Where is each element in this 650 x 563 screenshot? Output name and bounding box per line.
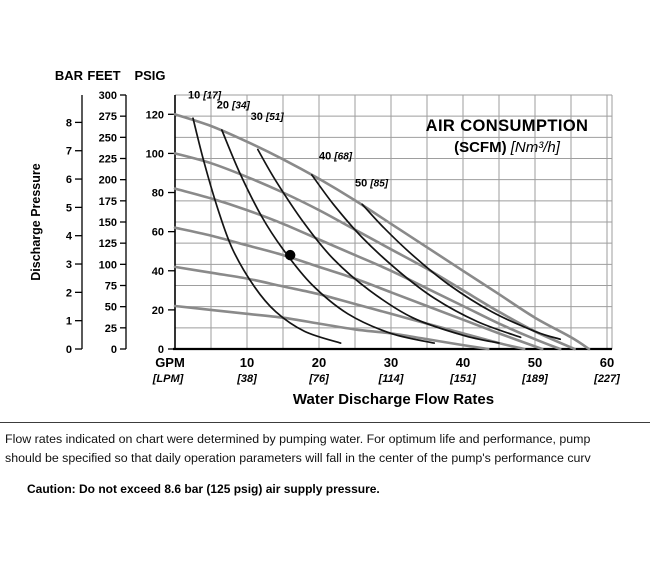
psig-tick-label: 0 — [158, 344, 164, 356]
air-curve-50-scfm — [361, 203, 562, 341]
air-curve-20-scfm — [220, 129, 436, 344]
air-curve-label: 50 [85] — [355, 178, 389, 190]
feet-tick-label: 125 — [99, 238, 117, 250]
lpm-tick-label: [114] — [378, 373, 404, 385]
lpm-tick-label: [189] — [521, 373, 548, 385]
bar-tick-label: 0 — [66, 344, 72, 356]
bar-tick-label: 4 — [66, 231, 73, 243]
gpm-tick-label: 50 — [528, 355, 542, 370]
gpm-tick-label: 20 — [312, 355, 326, 370]
caution-text: Caution: Do not exceed 8.6 bar (125 psig… — [27, 482, 380, 496]
footer-note-line2: should be specified so that daily operat… — [5, 451, 591, 465]
feet-tick-label: 250 — [99, 132, 117, 144]
x-unit-primary: GPM — [155, 355, 185, 370]
bar-tick-label: 7 — [66, 146, 72, 158]
air-curve-label: 20 [34] — [217, 99, 251, 111]
air-consumption-curves — [192, 117, 562, 344]
bar-tick-label: 6 — [66, 174, 72, 186]
psig-tick-label: 120 — [146, 109, 164, 121]
bar-scale-axis — [75, 95, 83, 350]
footer-note-line1: Flow rates indicated on chart were deter… — [5, 432, 591, 446]
feet-tick-label: 50 — [105, 302, 117, 314]
bar-tick-label: 8 — [66, 117, 72, 129]
x-unit-secondary: [LPM] — [152, 373, 184, 385]
curve-80-psig — [173, 187, 562, 351]
x-axis-title: Water Discharge Flow Rates — [293, 391, 494, 408]
psig-scale-header: PSIG — [134, 68, 165, 83]
feet-tick-label: 200 — [99, 175, 117, 187]
feet-tick-label: 150 — [99, 217, 117, 229]
chart-svg: 0123456780255075100125150175200225250275… — [29, 68, 620, 408]
feet-tick-label: 75 — [105, 281, 117, 293]
feet-tick-label: 100 — [99, 259, 117, 271]
curve-100-psig — [173, 152, 576, 351]
operating-point-marker — [285, 249, 296, 261]
gpm-tick-label: 10 — [240, 355, 254, 370]
psig-tick-label: 60 — [152, 227, 164, 239]
pump-performance-chart: 0 1 2 3 4 5 6 7 8 0 25 50 75 100 125 150 175 200 225 250 275… — [29, 68, 621, 408]
air-curve-40-scfm — [310, 174, 522, 339]
feet-tick-label: 25 — [105, 323, 117, 335]
air-curve-label: 30 [51] — [251, 111, 285, 123]
air-curve-10-scfm — [192, 117, 342, 344]
feet-tick-label: 300 — [99, 90, 117, 102]
gpm-tick-label: 40 — [456, 355, 470, 370]
bar-tick-label: 1 — [66, 316, 72, 328]
feet-tick-label: 0 — [111, 344, 117, 356]
bar-tick-label: 3 — [66, 259, 72, 271]
curve-20-psig — [173, 304, 490, 351]
psig-tick-label: 20 — [152, 305, 164, 317]
bar-scale-header: BAR — [55, 68, 84, 83]
chart-title: AIR CONSUMPTION — [426, 117, 589, 135]
feet-tick-label: 175 — [99, 196, 117, 208]
lpm-tick-label: [76] — [308, 373, 329, 385]
grid-lines — [175, 94, 613, 349]
feet-scale-axis — [120, 94, 127, 350]
curve-40-psig — [173, 265, 526, 351]
lpm-tick-label: [227] — [593, 373, 620, 385]
air-curve-label: 10 [17] — [188, 90, 222, 102]
psig-tick-label: 80 — [152, 188, 164, 200]
bar-tick-label: 2 — [66, 287, 72, 299]
gpm-tick-label: 60 — [600, 355, 614, 370]
psig-tick-label: 40 — [152, 266, 164, 278]
air-curve-30-scfm — [256, 148, 500, 344]
curve-120-psig — [173, 113, 591, 351]
footer: Flow rates indicated on chart were deter… — [0, 423, 650, 496]
bar-tick-label: 5 — [66, 202, 72, 214]
psig-tick-label: 100 — [146, 148, 164, 160]
psig-scale-axis — [168, 113, 175, 350]
lpm-tick-label: [38] — [236, 373, 257, 385]
footer-divider — [0, 422, 650, 423]
air-curve-label: 40 [68] — [319, 150, 353, 162]
feet-scale-header: FEET — [87, 68, 120, 83]
gpm-tick-label: 30 — [384, 355, 398, 370]
feet-tick-label: 225 — [99, 154, 117, 166]
y-axis-title: Discharge Pressure — [29, 163, 43, 280]
lpm-tick-label: [151] — [449, 373, 476, 385]
chart-subtitle: (SCFM) [Nm³/h] — [454, 139, 561, 156]
feet-tick-label: 275 — [99, 111, 117, 123]
